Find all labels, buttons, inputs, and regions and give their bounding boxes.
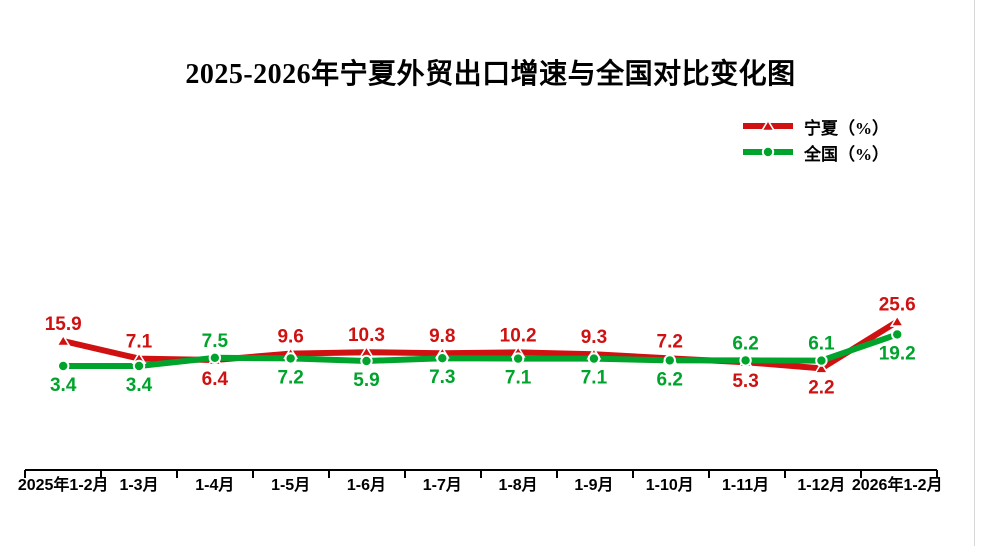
right-border-line: [974, 0, 975, 546]
data-label: 7.1: [126, 332, 153, 353]
data-label: 3.4: [50, 375, 77, 396]
legend: 宁夏（%） 全国（%）: [741, 113, 889, 165]
data-label: 19.2: [879, 343, 916, 364]
data-label: 5.9: [353, 370, 379, 391]
marker-circle-icon: [739, 354, 752, 367]
x-axis-label: 1-4月: [195, 476, 234, 494]
data-label: 3.4: [126, 375, 153, 396]
legend-label-ningxia: 宁夏（%）: [804, 118, 889, 138]
data-label: 25.6: [879, 295, 916, 316]
x-axis-label: 1-11月: [722, 476, 769, 494]
marker-triangle-icon: [55, 333, 71, 347]
data-label: 6.2: [657, 369, 683, 390]
data-label: 5.3: [732, 371, 758, 392]
x-axis-label: 1-8月: [499, 476, 538, 494]
x-axis-label: 1-5月: [271, 476, 310, 494]
marker-circle-icon: [815, 354, 828, 367]
legend-item-ningxia: 宁夏（%）: [741, 113, 889, 139]
ningxia-line-triangle-icon: [743, 118, 793, 132]
national-line-circle-icon: [743, 145, 793, 159]
data-label: 2.2: [808, 377, 834, 398]
data-label: 7.2: [277, 367, 303, 388]
series-line-1: [60, 331, 901, 369]
data-label: 9.3: [581, 327, 607, 348]
legend-item-national: 全国（%）: [741, 139, 889, 165]
data-label: 6.2: [732, 333, 758, 354]
data-label: 7.1: [505, 368, 532, 389]
data-label: 7.3: [429, 367, 455, 388]
marker-circle-icon: [511, 352, 525, 365]
data-label: 10.2: [500, 325, 537, 346]
data-label: 10.3: [348, 325, 385, 346]
data-label: 15.9: [45, 314, 82, 335]
data-label: 9.6: [277, 327, 303, 348]
x-axis-label: 1-6月: [347, 476, 386, 494]
marker-triangle-icon: [889, 314, 905, 327]
marker-circle-icon: [891, 328, 904, 341]
marker-circle-icon: [587, 352, 601, 365]
data-label: 7.2: [657, 331, 683, 352]
x-axis-label: 1-10月: [646, 476, 694, 494]
marker-circle-icon: [436, 352, 449, 365]
marker-circle-icon: [360, 354, 373, 368]
x-axis-label: 1-12月: [797, 476, 845, 494]
marker-circle-icon: [663, 354, 676, 367]
x-axis-label: 1-7月: [423, 476, 462, 494]
data-label: 6.4: [202, 369, 229, 390]
data-label: 9.8: [429, 326, 455, 347]
x-axis-label: 1-9月: [574, 476, 613, 494]
data-label: 7.5: [202, 331, 229, 352]
x-axis-label: 1-3月: [119, 476, 158, 494]
x-axis-label: 2025年1-2月: [18, 475, 109, 494]
marker-triangle-icon: [813, 361, 829, 374]
data-label: 6.1: [808, 334, 835, 355]
legend-label-national: 全国（%）: [804, 144, 889, 164]
legend-triangle-icon: [760, 118, 776, 132]
data-label: 7.1: [581, 368, 608, 389]
marker-circle-icon: [284, 352, 297, 365]
legend-circle-icon: [761, 145, 775, 159]
marker-circle-icon: [57, 359, 70, 373]
chart-title: 2025-2026年宁夏外贸出口增速与全国对比变化图: [185, 59, 796, 90]
marker-circle-icon: [132, 359, 146, 373]
marker-circle-icon: [208, 351, 222, 364]
x-axis-label: 2026年1-2月: [852, 475, 943, 494]
